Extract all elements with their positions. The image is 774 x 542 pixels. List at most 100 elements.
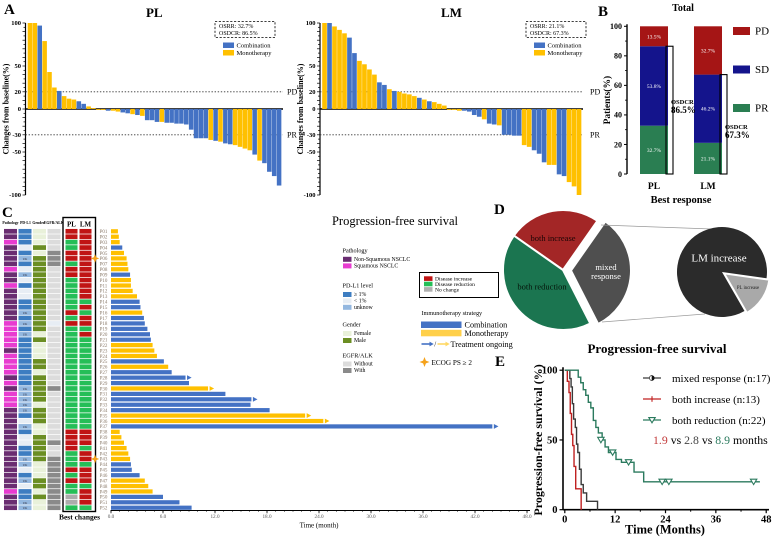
svg-text:24.0: 24.0	[314, 514, 323, 520]
svg-text:PD: PD	[287, 87, 297, 96]
svg-text:P19: P19	[100, 328, 108, 333]
svg-text:Female: Female	[354, 331, 371, 337]
svg-text:unknow: unknow	[354, 305, 373, 311]
svg-text:Time (month): Time (month)	[300, 522, 339, 530]
svg-text:P44: P44	[100, 463, 108, 468]
svg-text:Monotherapy: Monotherapy	[465, 329, 510, 338]
svg-text:P37: P37	[100, 425, 108, 430]
svg-text:PD: PD	[755, 26, 769, 38]
svg-text:Progression-free survival: Progression-free survival	[332, 214, 459, 228]
svg-text:EGFR/ALK: EGFR/ALK	[44, 221, 64, 225]
svg-text:LM: LM	[80, 221, 92, 229]
svg-text:50: 50	[547, 435, 558, 446]
svg-text:UK: UK	[23, 457, 28, 461]
svg-text:< 1%: < 1%	[354, 298, 367, 304]
svg-text:-100: -100	[304, 192, 316, 199]
svg-text:Disease reduction: Disease reduction	[435, 282, 475, 288]
svg-text:OSDCR: 86.5%: OSDCR: 86.5%	[219, 31, 258, 37]
svg-text:P45: P45	[100, 469, 108, 474]
svg-text:LM: LM	[700, 182, 715, 192]
svg-text:Time (Months): Time (Months)	[625, 523, 705, 537]
svg-text:P12: P12	[100, 290, 108, 295]
svg-text:-100: -100	[9, 192, 21, 199]
svg-text:PR: PR	[755, 103, 769, 115]
svg-text:36.0: 36.0	[418, 514, 427, 520]
svg-text:PD-L1 level: PD-L1 level	[343, 283, 374, 290]
svg-text:UK: UK	[23, 257, 28, 261]
svg-text:100: 100	[306, 20, 316, 27]
svg-text:P22: P22	[100, 344, 108, 349]
svg-text:P48: P48	[100, 485, 108, 490]
svg-text:100: 100	[542, 366, 558, 377]
svg-text:0: 0	[552, 505, 557, 516]
svg-text:PR: PR	[287, 130, 297, 139]
svg-text:P33: P33	[100, 404, 108, 409]
svg-text:0.0: 0.0	[108, 514, 115, 520]
svg-text:P26: P26	[100, 366, 108, 371]
svg-text:86.5%: 86.5%	[671, 105, 696, 115]
svg-text:50: 50	[309, 63, 316, 70]
svg-text:C: C	[2, 205, 13, 221]
svg-text:PL increase: PL increase	[737, 286, 759, 291]
svg-text:both increase (n:13): both increase (n:13)	[672, 394, 760, 406]
svg-text:0: 0	[18, 106, 21, 113]
svg-text:P36: P36	[100, 420, 108, 425]
svg-text:P18: P18	[100, 322, 108, 327]
svg-text:Gender: Gender	[32, 221, 45, 225]
svg-text:-30: -30	[12, 132, 21, 139]
svg-text:P03: P03	[100, 241, 108, 246]
svg-text:UK: UK	[23, 322, 28, 326]
svg-text:P01: P01	[100, 230, 108, 235]
svg-text:PD: PD	[590, 87, 600, 96]
svg-text:Patients(%): Patients(%)	[602, 76, 613, 125]
svg-text:P20: P20	[100, 333, 108, 338]
svg-text:UK: UK	[23, 506, 28, 510]
svg-text:UK: UK	[23, 479, 28, 483]
svg-text:LM: LM	[441, 5, 462, 20]
svg-text:EGFR/ALK: EGFR/ALK	[343, 353, 374, 360]
svg-text:48: 48	[761, 515, 772, 526]
svg-text:UK: UK	[23, 333, 28, 337]
svg-text:Gender: Gender	[343, 322, 361, 329]
svg-text:P11: P11	[100, 284, 108, 289]
svg-text:P35: P35	[100, 414, 108, 419]
svg-text:PL: PL	[648, 182, 660, 192]
svg-text:-50: -50	[12, 149, 21, 156]
svg-text:Monotherapy: Monotherapy	[237, 50, 273, 57]
svg-text:ECOG PS ≥ 2: ECOG PS ≥ 2	[432, 359, 473, 367]
svg-text:46.2%: 46.2%	[701, 107, 716, 113]
svg-text:Treatment ongoing: Treatment ongoing	[451, 340, 513, 349]
svg-text:P34: P34	[100, 409, 108, 414]
svg-text:P08: P08	[100, 268, 108, 273]
svg-text:P29: P29	[100, 382, 108, 387]
svg-text:42.0: 42.0	[470, 514, 479, 520]
svg-text:30.0: 30.0	[366, 514, 375, 520]
svg-text:12: 12	[610, 515, 621, 526]
svg-text:20: 20	[309, 89, 316, 96]
svg-text:With: With	[354, 368, 365, 374]
svg-text:80: 80	[614, 52, 622, 61]
svg-text:UK: UK	[23, 501, 28, 505]
svg-text:0: 0	[618, 170, 622, 179]
svg-text:50: 50	[15, 63, 22, 70]
svg-text:P07: P07	[100, 263, 108, 268]
svg-text:OSDCR: OSDCR	[725, 124, 748, 131]
svg-text:UK: UK	[23, 311, 28, 315]
svg-text:60: 60	[614, 81, 622, 90]
svg-text:mixed response (n:17): mixed response (n:17)	[672, 373, 771, 385]
svg-text:UK: UK	[23, 392, 28, 396]
svg-text:32.7%: 32.7%	[647, 148, 662, 154]
svg-text:D: D	[494, 202, 505, 218]
svg-text:P15: P15	[100, 306, 108, 311]
svg-text:Changes from baseline(%): Changes from baseline(%)	[2, 63, 11, 154]
svg-text:response: response	[591, 271, 621, 281]
svg-text:36: 36	[711, 515, 722, 526]
svg-text:P43: P43	[100, 458, 108, 463]
svg-text:PR: PR	[590, 130, 600, 139]
svg-text:48.0: 48.0	[522, 514, 531, 520]
svg-text:20: 20	[614, 140, 622, 149]
svg-text:67.3%: 67.3%	[725, 130, 750, 140]
svg-text:mixed: mixed	[595, 262, 617, 272]
svg-text:Pathology: Pathology	[343, 248, 369, 255]
svg-text:Non-Squamous NSCLC: Non-Squamous NSCLC	[354, 257, 410, 263]
